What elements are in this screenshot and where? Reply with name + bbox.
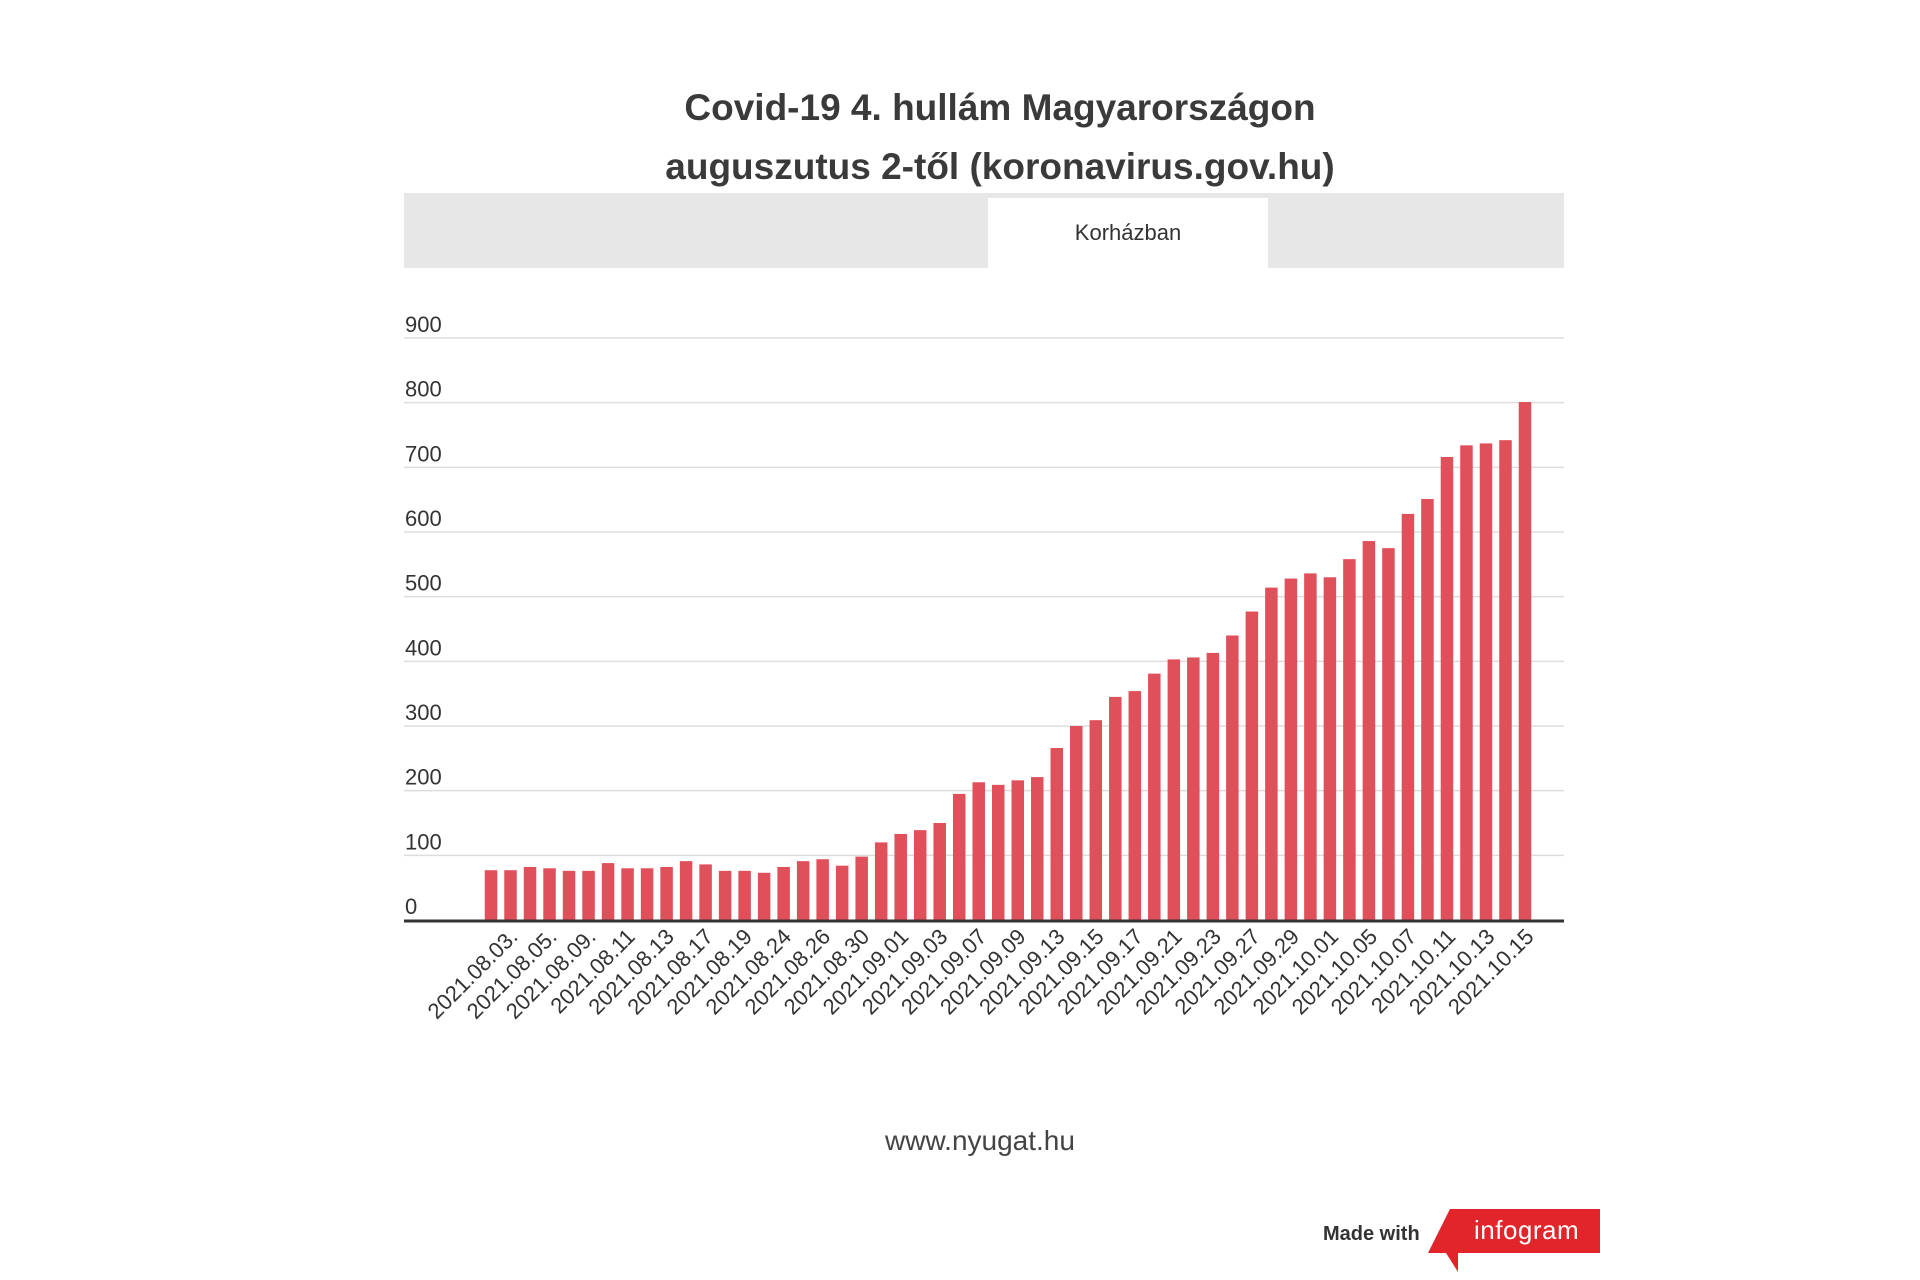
bar[interactable]	[1265, 587, 1278, 920]
title-line-1: Covid-19 4. hullám Magyarországon	[684, 87, 1316, 128]
bar[interactable]	[816, 859, 829, 920]
made-with-text: Made with	[1323, 1223, 1420, 1245]
infogram-badge[interactable]	[1428, 1209, 1600, 1272]
bar[interactable]	[640, 868, 654, 920]
bar[interactable]	[1362, 541, 1376, 920]
infogram-logo-text: infogram	[1474, 1215, 1580, 1245]
bar[interactable]	[484, 870, 498, 920]
title-line-2: auguszutus 2-től (koronavirus.gov.hu)	[665, 146, 1335, 187]
source-url: www.nyugat.hu	[885, 1125, 1075, 1156]
bar[interactable]	[1284, 578, 1298, 920]
y-tick-label: 500	[405, 571, 442, 596]
bar[interactable]	[1343, 559, 1356, 920]
bar[interactable]	[1460, 445, 1473, 920]
bar[interactable]	[913, 830, 927, 920]
bar[interactable]	[1518, 402, 1532, 920]
bar[interactable]	[523, 866, 537, 920]
bar[interactable]	[504, 870, 517, 920]
bar[interactable]	[991, 784, 1005, 920]
bar[interactable]	[718, 870, 732, 920]
y-tick-label: 0	[405, 894, 417, 919]
infogram-badge-shape	[1428, 1209, 1600, 1272]
bar[interactable]	[757, 872, 771, 920]
y-tick-label: 800	[405, 377, 442, 402]
bar[interactable]	[1499, 440, 1512, 920]
bar[interactable]	[1304, 573, 1317, 920]
bar[interactable]	[1479, 443, 1493, 920]
bar[interactable]	[1440, 456, 1454, 920]
bar[interactable]	[699, 864, 712, 920]
bar[interactable]	[1382, 548, 1395, 920]
bar[interactable]	[1089, 720, 1103, 920]
bar[interactable]	[582, 870, 595, 920]
bar[interactable]	[1070, 726, 1083, 920]
bar[interactable]	[1050, 747, 1064, 920]
bar[interactable]	[543, 868, 556, 920]
bar[interactable]	[679, 861, 693, 920]
bar[interactable]	[796, 861, 810, 920]
bar[interactable]	[1128, 691, 1142, 920]
bar[interactable]	[933, 823, 946, 920]
tab-korhazban[interactable]: Korházban	[988, 198, 1268, 268]
bar[interactable]	[1187, 657, 1200, 920]
bar[interactable]	[855, 856, 868, 920]
bar[interactable]	[1323, 577, 1337, 920]
bar[interactable]	[1148, 673, 1161, 920]
bar[interactable]	[1421, 499, 1434, 920]
bar[interactable]	[1206, 652, 1220, 920]
bar[interactable]	[660, 866, 673, 920]
bar[interactable]	[1109, 696, 1122, 920]
y-tick-label: 400	[405, 635, 442, 660]
bar[interactable]	[1245, 611, 1259, 920]
bar[interactable]	[835, 865, 849, 920]
y-tick-label: 600	[405, 506, 442, 531]
bar[interactable]	[621, 868, 634, 920]
y-tick-label: 700	[405, 441, 442, 466]
bar[interactable]	[738, 870, 751, 920]
bar[interactable]	[972, 782, 985, 920]
y-tick-label: 300	[405, 700, 442, 725]
bar[interactable]	[777, 866, 790, 920]
chart-title: Covid-19 4. hullám Magyarországon augusz…	[0, 78, 1920, 196]
bar[interactable]	[1167, 659, 1181, 920]
bar[interactable]	[1011, 780, 1025, 920]
bar[interactable]	[952, 793, 966, 920]
bar[interactable]	[1031, 777, 1044, 920]
bar[interactable]	[894, 833, 907, 920]
tab-bar: Korházban	[404, 193, 1564, 268]
y-tick-label: 100	[405, 829, 442, 854]
bar[interactable]	[562, 870, 576, 920]
y-tick-label: 200	[405, 765, 442, 790]
bar[interactable]	[874, 842, 888, 920]
bar[interactable]	[1226, 635, 1239, 920]
y-tick-label: 900	[405, 312, 442, 337]
bar[interactable]	[601, 863, 615, 920]
bar[interactable]	[1401, 513, 1415, 920]
